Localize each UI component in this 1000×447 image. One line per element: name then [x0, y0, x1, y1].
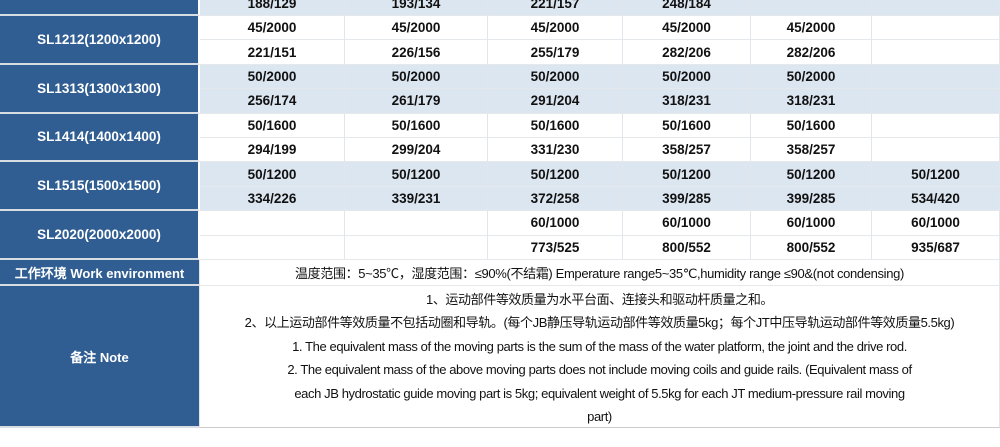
table-cell: 334/226 [200, 186, 345, 212]
table-cell [200, 211, 345, 236]
table-cell: 50/1600 [751, 113, 872, 138]
table-cell: 50/1200 [751, 162, 872, 187]
note-line: 2. The equivalent mass of the above movi… [287, 362, 912, 378]
table-cell: 45/2000 [200, 16, 345, 41]
table-cell: 50/1200 [872, 162, 1000, 187]
table-cell: 291/204 [488, 89, 623, 114]
table-cell: 60/1000 [751, 211, 872, 236]
table-cell: 60/1000 [623, 211, 751, 236]
table-cell: 294/199 [200, 138, 345, 163]
table-cell: 800/552 [751, 235, 872, 260]
table-cell: 50/2000 [488, 64, 623, 90]
table-cell: 50/1200 [345, 162, 488, 187]
note-content: 1、运动部件等效质量为水平台面、连接头和驱动杆质量之和。 2、以上运动部件等效质量… [200, 286, 1000, 428]
table-cell: 50/1200 [200, 162, 345, 187]
note-line: part) [587, 409, 612, 425]
table-cell: 318/231 [623, 89, 751, 114]
model-label: SL2020(2000x2000) [0, 211, 200, 260]
table-cell: 261/179 [345, 89, 488, 114]
table-cell: 45/2000 [623, 16, 751, 41]
table-cell [345, 235, 488, 260]
table-cell: 50/1600 [488, 113, 623, 138]
table-cell: 221/151 [200, 40, 345, 65]
table-cell: 50/2000 [200, 64, 345, 90]
table-cell: 50/1600 [623, 113, 751, 138]
table-cell: 339/231 [345, 186, 488, 212]
table-cell: 45/2000 [488, 16, 623, 41]
table-cell [345, 211, 488, 236]
table-cell: 193/134 [345, 0, 488, 16]
table-cell: 800/552 [623, 235, 751, 260]
table-cell: 226/156 [345, 40, 488, 65]
note-label: 备注 Note [0, 286, 200, 428]
table-cell: 372/258 [488, 186, 623, 212]
table-cell [751, 0, 872, 16]
note-line: each JB hydrostatic guide moving part is… [294, 385, 905, 401]
table-cell: 282/206 [751, 40, 872, 65]
table-cell: 45/2000 [345, 16, 488, 41]
table-cell [872, 113, 1000, 138]
table-cell [872, 0, 1000, 16]
model-label: SL1515(1500x1500) [0, 162, 200, 212]
table-cell: 50/1200 [623, 162, 751, 187]
table-cell: 45/2000 [751, 16, 872, 41]
table-cell [872, 138, 1000, 163]
table-cell: 399/285 [751, 186, 872, 212]
model-label: SL1414(1400x1400) [0, 113, 200, 163]
table-cell: 318/231 [751, 89, 872, 114]
note-line: 1. The equivalent mass of the moving par… [292, 338, 907, 354]
work-environment-value: 温度范围：5~35℃，湿度范围：≤90%(不结霜) Emperature ran… [200, 260, 1000, 286]
table-cell: 299/204 [345, 138, 488, 163]
table-cell: 255/179 [488, 40, 623, 65]
table-cell: 221/157 [488, 0, 623, 16]
model-label: SL1111(1100x1100) [0, 0, 200, 16]
note-line: 1、运动部件等效质量为水平台面、连接头和驱动杆质量之和。 [425, 292, 774, 307]
table-cell: 935/687 [872, 235, 1000, 260]
table-cell: 50/1600 [345, 113, 488, 138]
table-cell: 358/257 [751, 138, 872, 163]
table-cell [872, 40, 1000, 65]
table-cell: 399/285 [623, 186, 751, 212]
table-cell: 773/525 [488, 235, 623, 260]
table-cell: 50/1600 [200, 113, 345, 138]
model-label: SL1212(1200x1200) [0, 16, 200, 65]
table-cell: 50/2000 [623, 64, 751, 90]
table-cell: 534/420 [872, 186, 1000, 212]
table-cell: 50/1200 [488, 162, 623, 187]
table-cell: 188/129 [200, 0, 345, 16]
table-cell: 50/2000 [345, 64, 488, 90]
table-cell: 282/206 [623, 40, 751, 65]
table-cell: 60/1000 [872, 211, 1000, 236]
work-environment-label: 工作环境 Work environment [0, 260, 200, 286]
table-cell [872, 89, 1000, 114]
table-cell: 50/2000 [751, 64, 872, 90]
model-label: SL1313(1300x1300) [0, 64, 200, 114]
table-cell: 331/230 [488, 138, 623, 163]
table-cell [872, 64, 1000, 90]
table-cell [200, 235, 345, 260]
table-cell: 60/1000 [488, 211, 623, 236]
table-cell: 256/174 [200, 89, 345, 114]
table-cell: 358/257 [623, 138, 751, 163]
table-cell: 248/184 [623, 0, 751, 16]
note-line: 2、以上运动部件等效质量不包括动圈和导轨。(每个JB静压导轨运动部件等效质量5k… [244, 315, 955, 331]
table-cell [872, 16, 1000, 41]
